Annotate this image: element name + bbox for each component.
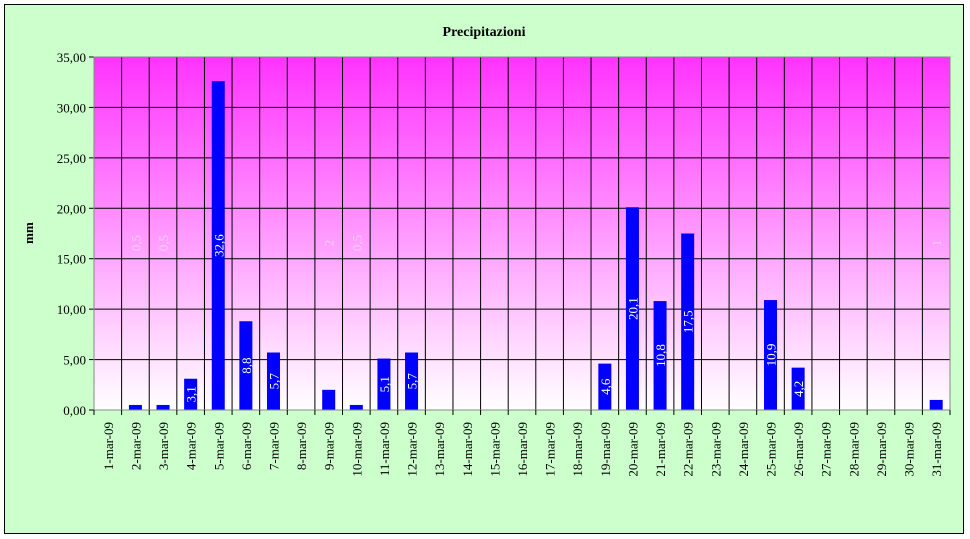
x-tick-label: 31-mar-09: [929, 422, 944, 477]
x-tick-label: 6-mar-09: [239, 422, 254, 470]
data-label: 5,1: [377, 376, 392, 392]
x-tick-label: 18-mar-09: [570, 422, 585, 477]
x-tick-label: 23-mar-09: [708, 422, 723, 477]
y-axis-label: mm: [21, 222, 36, 244]
data-label: 10,9: [764, 344, 779, 367]
bar: [929, 399, 943, 410]
data-label: 5,7: [405, 373, 420, 390]
bar: [791, 367, 805, 410]
bar: [598, 363, 612, 410]
x-tick-label: 3-mar-09: [156, 422, 171, 470]
y-tick-label: 10,00: [57, 302, 86, 317]
x-tick-label: 22-mar-09: [681, 422, 696, 477]
x-tick-label: 28-mar-09: [846, 422, 861, 477]
y-tick-label: 0,00: [63, 403, 86, 418]
y-tick-label: 25,00: [57, 151, 86, 166]
x-tick-label: 19-mar-09: [598, 422, 613, 477]
data-label: 32,6: [211, 234, 226, 257]
x-tick-label: 14-mar-09: [460, 422, 475, 477]
bar: [266, 352, 280, 410]
y-tick-label: 20,00: [57, 201, 86, 216]
x-tick-label: 1-mar-09: [101, 422, 116, 470]
x-tick-label: 13-mar-09: [432, 422, 447, 477]
bar: [349, 404, 363, 410]
chart-title: Precipitazioni: [443, 25, 526, 40]
x-tick-label: 11-mar-09: [377, 422, 392, 476]
data-label: 10,8: [653, 344, 668, 367]
data-label: 2: [322, 240, 337, 247]
bar: [764, 300, 778, 410]
data-label: 17,5: [681, 310, 696, 333]
bar: [128, 404, 142, 410]
x-tick-label: 4-mar-09: [184, 422, 199, 470]
x-tick-label: 30-mar-09: [902, 422, 917, 477]
bar: [625, 207, 639, 410]
x-tick-label: 17-mar-09: [543, 422, 558, 477]
data-label: 20,1: [625, 297, 640, 320]
x-tick-label: 12-mar-09: [405, 422, 420, 477]
x-tick-label: 7-mar-09: [266, 422, 281, 470]
bar: [211, 81, 225, 410]
bar: [405, 352, 419, 410]
x-tick-label: 26-mar-09: [791, 422, 806, 477]
bar: [322, 389, 336, 410]
y-tick-label: 15,00: [57, 252, 86, 267]
x-tick-label: 16-mar-09: [515, 422, 530, 477]
x-tick-label: 20-mar-09: [625, 422, 640, 477]
data-label: 1: [929, 240, 944, 247]
y-tick-label: 35,00: [57, 50, 86, 65]
x-tick-label: 24-mar-09: [736, 422, 751, 477]
data-label: 3,1: [184, 386, 199, 402]
data-label: 0,5: [349, 235, 364, 251]
bar: [156, 404, 170, 410]
x-tick-label: 5-mar-09: [211, 422, 226, 470]
bar: [653, 301, 667, 410]
x-tick-label: 8-mar-09: [294, 422, 309, 470]
data-label: 0,5: [156, 235, 171, 251]
y-tick-label: 5,00: [63, 353, 86, 368]
data-label: 4,2: [791, 381, 806, 397]
data-label: 8,8: [239, 357, 254, 373]
x-tick-label: 2-mar-09: [128, 422, 143, 470]
y-tick-label: 30,00: [57, 100, 86, 115]
x-tick-label: 15-mar-09: [487, 422, 502, 477]
x-tick-label: 21-mar-09: [653, 422, 668, 477]
x-tick-label: 27-mar-09: [819, 422, 834, 477]
plot-area: [94, 57, 950, 410]
data-label: 4,6: [598, 378, 613, 395]
plot-border: [93, 56, 951, 411]
x-tick-label: 9-mar-09: [322, 422, 337, 470]
bar: [377, 358, 391, 410]
bar: [184, 378, 198, 410]
bar: [239, 321, 253, 410]
x-tick-label: 25-mar-09: [764, 422, 779, 477]
data-label: 5,7: [266, 373, 281, 390]
x-tick-label: 29-mar-09: [874, 422, 889, 477]
bar: [681, 233, 695, 410]
data-label: 0,5: [128, 235, 143, 251]
x-tick-label: 10-mar-09: [349, 422, 364, 477]
